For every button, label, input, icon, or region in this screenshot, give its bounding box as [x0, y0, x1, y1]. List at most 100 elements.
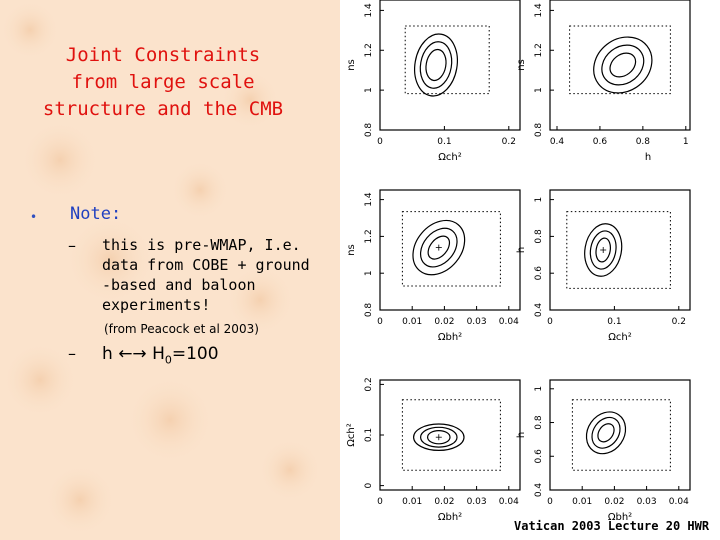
confidence-contour — [589, 230, 617, 270]
confidence-contour — [414, 33, 458, 97]
y-tick-label: 0 — [364, 482, 374, 488]
x-tick-label: 0.2 — [502, 137, 516, 147]
panel-frame — [549, 0, 691, 131]
x-axis-label: Ωbh² — [608, 512, 632, 523]
arrow-icon: ←→ — [118, 344, 147, 364]
y-axis-label: h — [516, 432, 527, 438]
prior-box — [571, 399, 671, 471]
prior-box — [569, 25, 671, 95]
y-tick-label: 0.8 — [534, 229, 544, 244]
footer-text: Vatican 2003 Lecture 20 HWR — [514, 519, 710, 533]
confidence-contour — [419, 227, 458, 268]
bullet-marker: • — [30, 210, 38, 224]
confidence-contour — [419, 41, 453, 89]
x-tick-label: 0 — [547, 497, 553, 507]
x-tick-label: 0.03 — [467, 317, 487, 327]
panel-frame — [549, 379, 691, 491]
x-tick-label: 0.01 — [402, 497, 422, 507]
confidence-contour — [609, 52, 637, 78]
x-tick-label: 0.03 — [637, 497, 657, 507]
confidence-contour — [585, 411, 627, 455]
h-prefix: h — [102, 344, 119, 364]
y-tick-label: 1.2 — [364, 229, 374, 243]
confidence-contour — [413, 423, 465, 451]
y-tick-label: 0.8 — [534, 123, 544, 138]
note-line-1: this is pre-WMAP, I.e. — [102, 236, 301, 254]
x-tick-label: 0.02 — [434, 317, 454, 327]
y-tick-label: 0.4 — [534, 483, 544, 498]
contour-figure-svg: 0 0.1 0.2 0.8 1 1.2 1.4 Ωch² ns 0.4 0.6 0.8 1 0.8 1 1.2… — [346, 0, 691, 523]
confidence-contour — [595, 237, 612, 263]
x-tick-label: 0.02 — [604, 497, 624, 507]
title-line-3: structure and the CMB — [42, 98, 284, 120]
note-heading: Note: — [70, 204, 122, 224]
y-axis-label: ns — [346, 59, 357, 71]
y-tick-label: 0.8 — [534, 415, 544, 430]
note-line-2: data from COBE + ground — [102, 256, 310, 274]
y-tick-label: 0.6 — [534, 266, 544, 281]
y-tick-label: 1 — [364, 87, 374, 93]
note-line-3: -based and baloon — [102, 276, 256, 294]
panel-frame — [379, 0, 521, 131]
slide-title: Joint Constraints from large scale struc… — [18, 42, 308, 123]
y-tick-label: 0.4 — [534, 303, 544, 318]
prior-box — [401, 399, 501, 471]
x-tick-label: 0.01 — [572, 497, 592, 507]
source-citation: (from Peacock et al 2003) — [104, 322, 259, 336]
y-tick-label: 0.2 — [364, 377, 374, 391]
y-tick-label: 1.4 — [534, 3, 544, 18]
x-axis-label: Ωch² — [608, 332, 632, 343]
dash-marker: – — [68, 236, 76, 255]
confidence-contour — [591, 416, 621, 449]
x-tick-label: 0.6 — [593, 137, 608, 147]
dash-marker: – — [68, 344, 76, 363]
x-tick-label: 0.1 — [437, 137, 451, 147]
x-axis-label: h — [645, 152, 651, 163]
x-axis-label: Ωbh² — [438, 332, 462, 343]
y-tick-label: 0.8 — [364, 123, 374, 138]
y-tick-label: 1 — [534, 87, 544, 93]
prior-box — [566, 211, 671, 289]
y-tick-label: 1 — [364, 270, 374, 276]
h-suffix: =100 — [171, 344, 219, 364]
y-axis-label: ns — [516, 59, 527, 71]
y-tick-label: 1.4 — [364, 192, 374, 207]
x-tick-label: 0.04 — [499, 497, 519, 507]
panel-frame — [379, 189, 521, 311]
x-tick-label: 0 — [377, 497, 383, 507]
y-axis-label: ns — [346, 244, 357, 256]
confidence-contour — [412, 219, 466, 276]
x-tick-label: 1 — [683, 137, 689, 147]
title-line-1: Joint Constraints — [65, 44, 261, 66]
x-axis-label: Ωch² — [438, 152, 462, 163]
confidence-contour — [425, 48, 447, 82]
x-tick-label: 0.8 — [636, 137, 651, 147]
confidence-contour — [427, 235, 451, 260]
x-tick-label: 0.03 — [467, 497, 487, 507]
confidence-contour — [427, 430, 451, 445]
confidence-contour — [584, 223, 623, 277]
x-tick-label: 0.01 — [402, 317, 422, 327]
y-tick-label: 0.6 — [534, 449, 544, 464]
title-line-2: from large scale — [71, 71, 255, 93]
y-tick-label: 0.1 — [364, 428, 374, 442]
y-tick-label: 1.2 — [534, 43, 544, 57]
y-tick-label: 0.8 — [364, 303, 374, 318]
confidence-contour — [420, 426, 458, 448]
x-tick-label: 0.2 — [672, 317, 686, 327]
y-tick-label: 1 — [534, 197, 544, 203]
note-line-4: experiments! — [102, 296, 211, 314]
x-tick-label: 0.02 — [434, 497, 454, 507]
contour-figure: 0 0.1 0.2 0.8 1 1.2 1.4 Ωch² ns 0.4 0.6 0.8 1 0.8 1 1.2… — [340, 0, 720, 540]
x-tick-label: 0 — [377, 317, 383, 327]
x-tick-label: 0.4 — [550, 137, 565, 147]
x-tick-label: 0.04 — [669, 497, 689, 507]
x-tick-label: 0.04 — [499, 317, 519, 327]
prior-box — [401, 211, 501, 287]
x-tick-label: 0 — [547, 317, 553, 327]
y-tick-label: 1.4 — [364, 3, 374, 18]
y-axis-label: h — [516, 247, 527, 253]
confidence-contour — [597, 423, 615, 443]
h-symbol: H — [146, 344, 165, 364]
